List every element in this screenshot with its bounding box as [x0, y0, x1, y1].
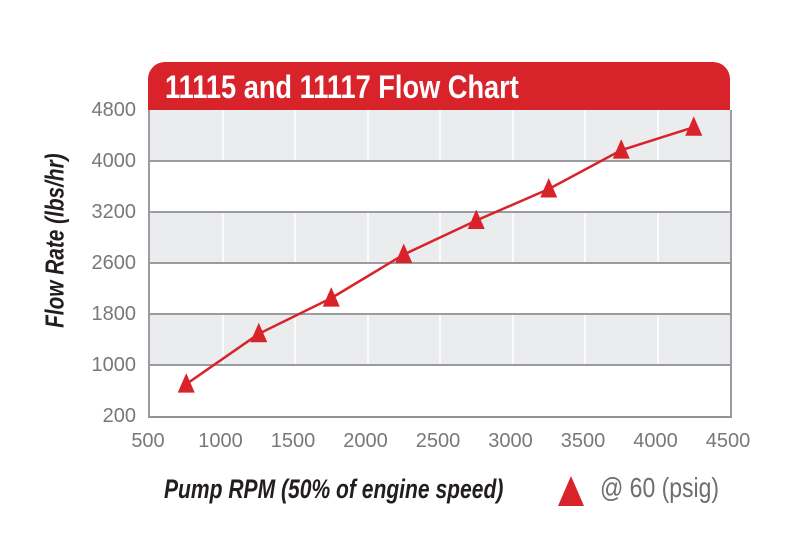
y-tick-label: 4000	[91, 150, 137, 172]
horizontal-gridline	[150, 364, 730, 366]
x-axis-title: Pump RPM (50% of engine speed)	[164, 474, 504, 504]
y-tick-label: 4800	[91, 99, 137, 121]
x-tick-label: 500	[131, 430, 165, 452]
horizontal-gridline	[150, 211, 730, 213]
data-point-triangle-icon	[467, 209, 485, 229]
y-tick-label: 1800	[91, 303, 137, 325]
data-point-triangle-icon	[540, 178, 558, 198]
y-tick-label: 2600	[91, 252, 137, 274]
data-point-triangle-icon	[685, 116, 703, 136]
y-tick-label: 1000	[91, 354, 137, 376]
legend-triangle-icon	[558, 476, 584, 506]
x-tick-label: 1000	[198, 430, 243, 452]
horizontal-gridline	[150, 262, 730, 264]
legend-label: @ 60 (psig)	[600, 472, 720, 503]
data-point-triangle-icon	[395, 243, 413, 263]
data-point-triangle-icon	[250, 322, 268, 343]
x-tick-label: 3000	[488, 430, 533, 452]
x-tick-label: 4500	[705, 430, 751, 452]
y-tick-label: 3200	[91, 201, 137, 223]
plot-area	[148, 110, 732, 418]
x-tick-label: 2500	[415, 430, 461, 452]
series-polyline	[185, 126, 695, 386]
y-axis-title: Flow Rate (lbs/hr)	[39, 153, 70, 328]
data-point-triangle-icon	[177, 373, 195, 393]
horizontal-gridline	[150, 160, 730, 162]
data-point-triangle-icon	[612, 139, 630, 159]
x-tick-label: 3500	[560, 430, 606, 452]
x-tick-label: 4000	[633, 430, 678, 452]
y-tick-label: 200	[102, 405, 136, 427]
chart-title-bar: 11115 and 11117 Flow Chart	[148, 62, 730, 110]
chart-title: 11115 and 11117 Flow Chart	[165, 69, 519, 105]
x-tick-label: 1500	[270, 430, 316, 452]
data-series-line	[177, 116, 703, 393]
data-point-triangle-icon	[322, 287, 340, 307]
horizontal-gridline	[150, 313, 730, 315]
x-tick-label: 2000	[343, 430, 388, 452]
